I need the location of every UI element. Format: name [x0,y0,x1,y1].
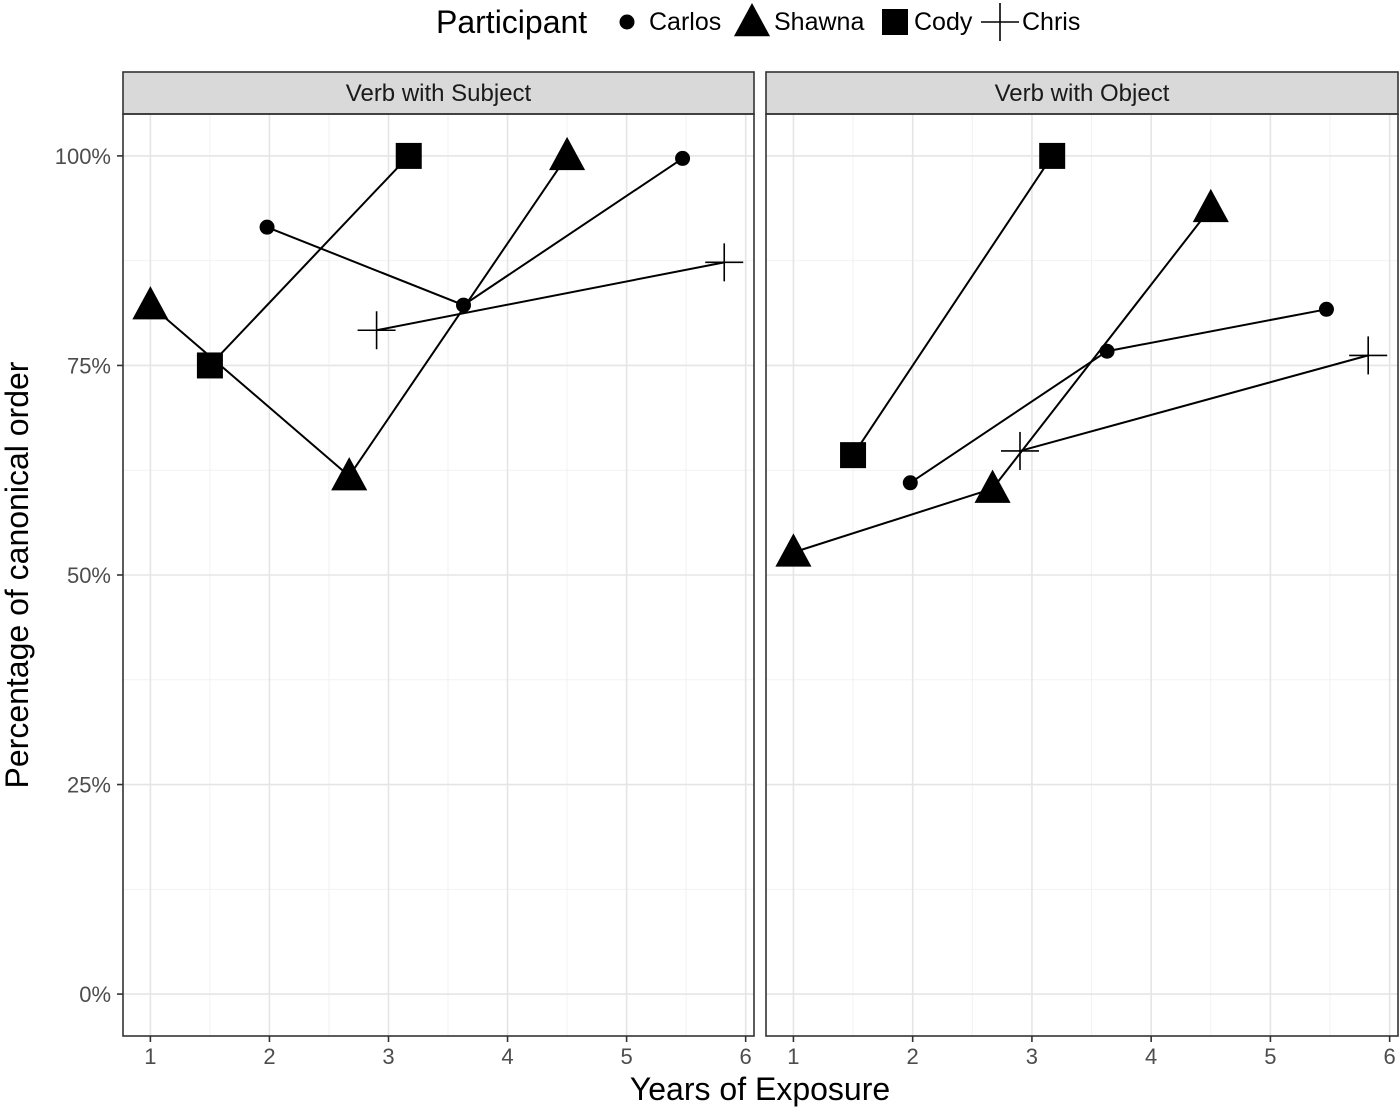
data-point-shawna [775,533,812,567]
x-tick-label: 6 [740,1044,752,1069]
series-line-chris [376,261,725,332]
data-point-chris [357,311,396,350]
legend-title: Participant [436,4,587,40]
y-tick-label: 100% [55,144,111,169]
x-tick-label: 5 [620,1044,632,1069]
legend: Participant Carlos Shawna Cody Chris [436,3,1080,41]
x-tick-label: 5 [1264,1044,1276,1069]
data-point-cody [395,142,422,169]
series-line-cody [209,155,410,367]
x-tick-label: 6 [1384,1044,1396,1069]
series-line-chris [1019,354,1369,452]
data-point-cody [196,352,223,379]
legend-key-cody [882,9,908,35]
x-tick-label: 1 [787,1044,799,1069]
legend-label-cody: Cody [914,8,973,36]
y-tick-label: 75% [67,353,111,378]
data-point-carlos [1318,301,1334,317]
x-axis-title: Years of Exposure [630,1071,890,1107]
panel-border [765,113,1399,1037]
x-tick-label: 3 [382,1044,394,1069]
data-point-chris [705,243,744,282]
data-point-shawna [549,136,586,171]
x-tick-label: 4 [1145,1044,1157,1069]
legend-label-chris: Chris [1022,8,1080,36]
data-point-carlos [259,219,275,235]
data-point-carlos [456,297,472,313]
y-tick-label: 50% [67,563,111,588]
facet-strip-label: Verb with Object [995,80,1170,107]
data-point-carlos [675,150,691,166]
legend-key-chris [981,3,1019,41]
data-point-carlos [1099,343,1115,359]
data-point-chris [1000,431,1039,470]
data-point-carlos [902,475,918,491]
legend-key-carlos [619,14,635,30]
y-tick-label: 0% [79,982,111,1007]
data-point-shawna [331,457,368,491]
x-tick-label: 2 [263,1044,275,1069]
facet-panel-2: Verb with Object 1 2 3 4 5 6 [765,71,1399,1069]
legend-label-shawna: Shawna [774,8,864,36]
y-axis-title: Percentage of canonical order [0,361,35,788]
x-tick-label: 1 [144,1044,156,1069]
facet-panel-1: Verb with Subject 1 2 3 4 5 6 0% 25% 50% 75% 100% [55,71,755,1069]
series-line-cody [852,155,1054,456]
x-tick-label: 4 [501,1044,513,1069]
x-tick-label: 2 [907,1044,919,1069]
legend-label-carlos: Carlos [649,8,721,36]
data-point-shawna [1192,188,1229,223]
y-tick-label: 25% [67,773,111,798]
facet-strip [122,71,755,115]
data-point-cody [1039,142,1066,169]
facet-strip [765,71,1399,115]
data-point-cody [840,442,867,469]
data-point-shawna [132,286,169,320]
data-point-chris [1349,336,1388,375]
data-point-shawna [974,469,1011,503]
legend-key-shawna [733,3,771,37]
facet-strip-label: Verb with Subject [346,80,532,107]
x-tick-label: 3 [1026,1044,1038,1069]
